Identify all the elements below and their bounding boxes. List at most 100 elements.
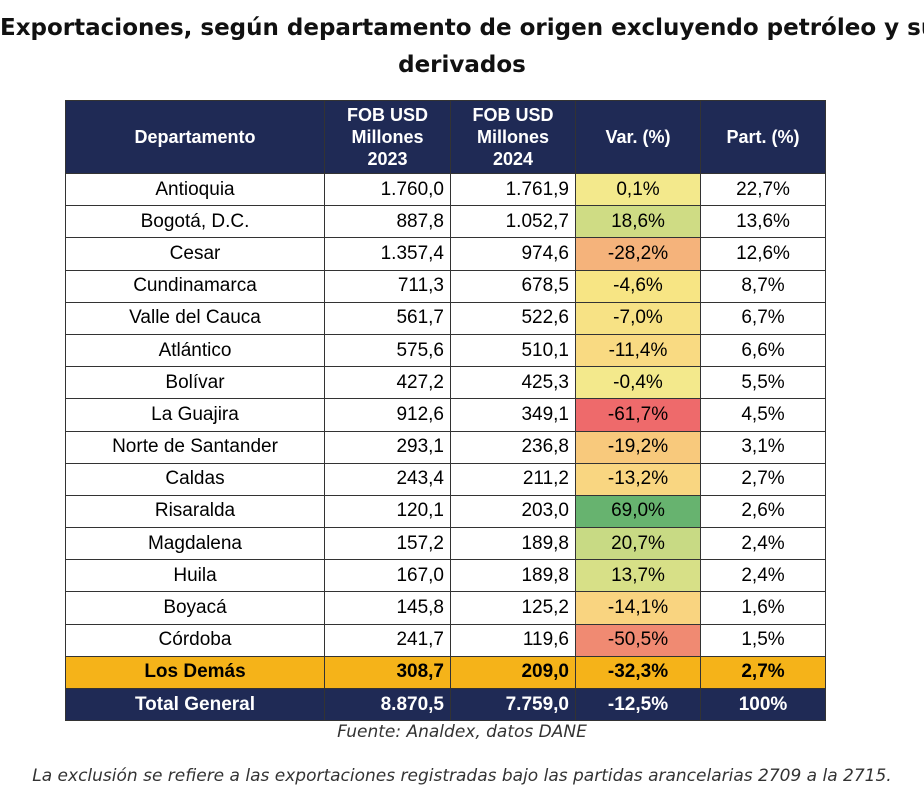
cell-part: 6,7% [700, 301, 826, 335]
cell-departamento: Los Demás [65, 655, 325, 690]
table-row: Bolívar 427,2 425,3 -0,4% 5,5% [65, 366, 826, 400]
cell-departamento: Valle del Cauca [65, 301, 325, 335]
table-row-total: Total General 8.870,5 7.759,0 -12,5% 100… [65, 687, 826, 722]
cell-var: -13,2% [575, 462, 701, 496]
table-row: Boyacá 145,8 125,2 -14,1% 1,6% [65, 591, 826, 625]
cell-fob-2023: 561,7 [324, 301, 451, 335]
cell-var: -11,4% [575, 333, 701, 368]
cell-var: 0,1% [575, 172, 701, 207]
header-departamento: Departamento [65, 100, 325, 174]
cell-fob-2023: 887,8 [324, 205, 451, 239]
cell-var: -50,5% [575, 623, 701, 657]
cell-var: -12,5% [575, 687, 701, 722]
cell-var: 69,0% [575, 494, 701, 529]
exclusion-note: La exclusión se refiere a las exportacio… [32, 766, 892, 786]
table-row: Antioquia 1.760,0 1.761,9 0,1% 22,7% [65, 172, 826, 207]
cell-departamento: Bolívar [65, 366, 325, 400]
cell-departamento: Córdoba [65, 623, 325, 657]
table-row: La Guajira 912,6 349,1 -61,7% 4,5% [65, 398, 826, 432]
cell-departamento: Bogotá, D.C. [65, 205, 325, 239]
cell-fob-2023: 167,0 [324, 559, 451, 593]
cell-departamento: Boyacá [65, 591, 325, 625]
table-row: Cundinamarca 711,3 678,5 -4,6% 8,7% [65, 269, 826, 303]
cell-var: 18,6% [575, 205, 701, 239]
cell-fob-2023: 427,2 [324, 366, 451, 400]
cell-departamento: Huila [65, 559, 325, 593]
cell-departamento: Norte de Santander [65, 430, 325, 464]
cell-var: 20,7% [575, 527, 701, 561]
table-row: Cesar 1.357,4 974,6 -28,2% 12,6% [65, 237, 826, 271]
cell-var: -14,1% [575, 591, 701, 625]
cell-fob-2024: 522,6 [450, 301, 576, 335]
cell-part: 1,6% [700, 591, 826, 625]
cell-part: 2,7% [700, 462, 826, 496]
cell-departamento: Antioquia [65, 172, 325, 207]
cell-part: 22,7% [700, 172, 826, 207]
cell-fob-2023: 8.870,5 [324, 687, 451, 722]
cell-fob-2024: 203,0 [450, 494, 576, 529]
table-row: Magdalena 157,2 189,8 20,7% 2,4% [65, 527, 826, 561]
cell-fob-2023: 1.760,0 [324, 172, 451, 207]
page-title: Exportaciones, según departamento de ori… [0, 10, 924, 84]
cell-var: 13,7% [575, 559, 701, 593]
cell-part: 2,4% [700, 559, 826, 593]
cell-fob-2023: 711,3 [324, 269, 451, 303]
table-row-los-demas: Los Demás 308,7 209,0 -32,3% 2,7% [65, 655, 826, 690]
cell-part: 1,5% [700, 623, 826, 657]
cell-fob-2023: 243,4 [324, 462, 451, 496]
table-row: Huila 167,0 189,8 13,7% 2,4% [65, 559, 826, 593]
cell-fob-2023: 157,2 [324, 527, 451, 561]
cell-fob-2023: 241,7 [324, 623, 451, 657]
cell-departamento: Total General [65, 687, 325, 722]
table-row: Córdoba 241,7 119,6 -50,5% 1,5% [65, 623, 826, 657]
title-line-1: Exportaciones, según departamento de ori… [0, 15, 924, 41]
cell-departamento: Caldas [65, 462, 325, 496]
cell-part: 2,7% [700, 655, 826, 690]
cell-part: 13,6% [700, 205, 826, 239]
cell-fob-2024: 349,1 [450, 398, 576, 432]
cell-var: -7,0% [575, 301, 701, 335]
cell-part: 5,5% [700, 366, 826, 400]
table-header-row: Departamento FOB USD Millones 2023 FOB U… [65, 100, 826, 174]
cell-fob-2023: 1.357,4 [324, 237, 451, 271]
source-note: Fuente: Analdex, datos DANE [337, 722, 587, 742]
header-fob-2023: FOB USD Millones 2023 [324, 100, 451, 174]
title-line-2: derivados [398, 52, 526, 78]
cell-departamento: Cesar [65, 237, 325, 271]
cell-fob-2023: 120,1 [324, 494, 451, 529]
cell-fob-2024: 119,6 [450, 623, 576, 657]
cell-fob-2024: 236,8 [450, 430, 576, 464]
header-part: Part. (%) [700, 100, 826, 174]
cell-part: 8,7% [700, 269, 826, 303]
cell-fob-2024: 211,2 [450, 462, 576, 496]
cell-var: -28,2% [575, 237, 701, 271]
cell-fob-2024: 125,2 [450, 591, 576, 625]
cell-departamento: Cundinamarca [65, 269, 325, 303]
cell-part: 4,5% [700, 398, 826, 432]
cell-part: 6,6% [700, 333, 826, 368]
cell-fob-2023: 293,1 [324, 430, 451, 464]
table-row: Atlántico 575,6 510,1 -11,4% 6,6% [65, 333, 826, 368]
cell-var: -32,3% [575, 655, 701, 690]
cell-part: 100% [700, 687, 826, 722]
cell-part: 2,6% [700, 494, 826, 529]
cell-fob-2024: 209,0 [450, 655, 576, 690]
cell-fob-2023: 145,8 [324, 591, 451, 625]
table-row: Norte de Santander 293,1 236,8 -19,2% 3,1% [65, 430, 826, 464]
table-row: Valle del Cauca 561,7 522,6 -7,0% 6,7% [65, 301, 826, 335]
header-fob-2024: FOB USD Millones 2024 [450, 100, 576, 174]
cell-fob-2024: 425,3 [450, 366, 576, 400]
table-row: Risaralda 120,1 203,0 69,0% 2,6% [65, 494, 826, 529]
cell-departamento: Atlántico [65, 333, 325, 368]
cell-fob-2024: 974,6 [450, 237, 576, 271]
cell-fob-2023: 912,6 [324, 398, 451, 432]
cell-fob-2024: 1.052,7 [450, 205, 576, 239]
cell-fob-2024: 510,1 [450, 333, 576, 368]
cell-fob-2023: 575,6 [324, 333, 451, 368]
cell-fob-2024: 1.761,9 [450, 172, 576, 207]
cell-fob-2024: 189,8 [450, 559, 576, 593]
cell-var: -61,7% [575, 398, 701, 432]
cell-departamento: La Guajira [65, 398, 325, 432]
cell-var: -4,6% [575, 269, 701, 303]
cell-fob-2024: 189,8 [450, 527, 576, 561]
